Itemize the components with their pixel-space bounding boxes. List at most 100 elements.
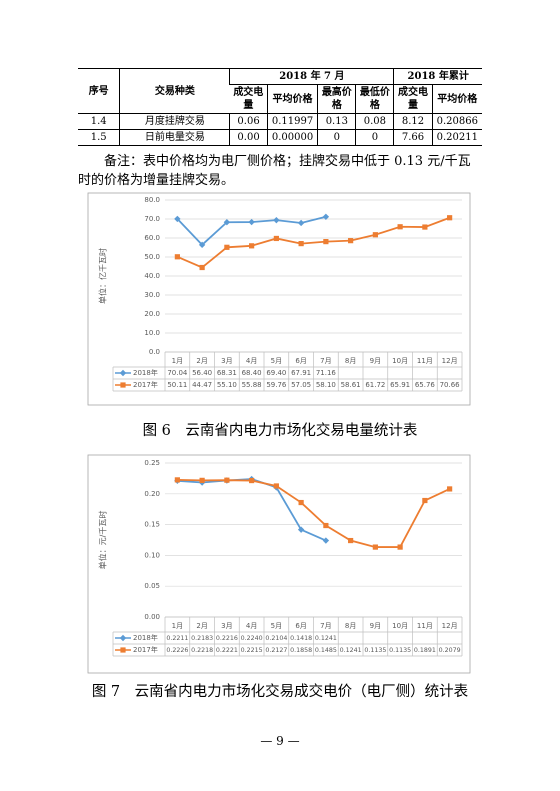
point [422, 224, 428, 230]
table-cell: 0.00000 [266, 129, 318, 146]
chart-frame [87, 192, 471, 406]
data-label: 0.1241 [315, 635, 337, 642]
y-tick-label: 0.05 [144, 582, 160, 590]
x-tick-label: 6月 [295, 622, 306, 630]
x-tick-label: 8月 [345, 622, 356, 630]
data-label: 65.76 [415, 381, 436, 389]
x-tick-label: 3月 [221, 357, 232, 365]
y-tick-label: 0.10 [144, 551, 160, 559]
series-line [177, 216, 450, 269]
x-tick-label: 9月 [370, 357, 381, 365]
point [119, 369, 127, 377]
data-label: 58.61 [341, 381, 361, 389]
table-header: 序号 [78, 68, 120, 114]
y-tick-label: 20.0 [144, 310, 160, 318]
x-tick-label: 11月 [417, 622, 433, 630]
data-label: 61.72 [365, 381, 385, 389]
y-tick-label: 30.0 [144, 291, 160, 299]
legend-label: 2017年 [133, 645, 158, 654]
data-label: 0.1241 [340, 647, 362, 654]
data-label: 58.10 [316, 381, 336, 389]
data-label: 70.04 [167, 369, 188, 377]
data-label: 65.91 [390, 381, 410, 389]
y-tick-label: 0.15 [144, 521, 160, 529]
x-tick-label: 1月 [172, 357, 183, 365]
data-label: 69.40 [266, 369, 286, 377]
x-tick-label: 12月 [442, 622, 458, 630]
x-tick-label: 7月 [320, 622, 331, 630]
table-subheader: 最低价格 [355, 84, 394, 114]
data-label: 0.2218 [191, 647, 213, 654]
table-cell: 0.20211 [431, 129, 482, 146]
point [322, 213, 330, 220]
x-tick-label: 2月 [196, 622, 207, 630]
table-subheader-row: 成交电量 平均价格 最高价格 最低价格 成交电量 平均价格 [78, 84, 482, 114]
point [120, 647, 126, 653]
note: 备注：表中价格均为电厂侧价格；挂牌交易中低于 0.13 元/千瓦时的价格为增量挂… [78, 154, 471, 188]
data-label: 70.66 [440, 381, 461, 389]
x-tick-label: 2月 [196, 357, 207, 365]
point [422, 497, 428, 504]
x-tick-label: 9月 [370, 622, 381, 630]
point [348, 238, 354, 244]
y-tick-label: 10.0 [144, 329, 160, 337]
y-axis-label: 单位：元/千瓦时 [98, 511, 108, 570]
x-tick-label: 5月 [271, 622, 282, 630]
table-cell: 0 [355, 129, 394, 146]
point [249, 243, 255, 249]
y-tick-label: 60.0 [144, 234, 160, 242]
point [248, 218, 255, 226]
y-tick-label: 0.25 [144, 459, 160, 467]
point [273, 235, 279, 242]
y-tick-label: 50.0 [144, 253, 160, 261]
point [348, 537, 354, 544]
data-label: 0.1418 [290, 635, 312, 642]
x-tick-label: 12月 [442, 357, 458, 365]
series-line [177, 478, 327, 542]
point [297, 219, 305, 227]
table-cell: 7.66 [393, 129, 433, 146]
point [323, 239, 329, 245]
data-label: 55.88 [242, 381, 262, 389]
point [249, 477, 255, 484]
point [397, 544, 403, 550]
data-label: 56.40 [192, 369, 212, 377]
point [273, 216, 280, 224]
data-label: 0.1135 [364, 647, 386, 654]
data-label: 68.40 [242, 369, 262, 377]
point [223, 219, 231, 226]
point [298, 499, 304, 506]
data-label: 68.31 [217, 369, 237, 377]
table-cell: 1.5 [78, 129, 120, 146]
data-label: 0.2215 [241, 647, 263, 654]
point [199, 264, 205, 271]
data-label: 0.1891 [414, 647, 436, 654]
legend-label: 2017年 [133, 380, 158, 389]
data-label: 44.47 [192, 381, 212, 389]
table-row: 1.5 日前电量交易 0.00 0.00000 0 0 7.66 0.20211 [78, 129, 482, 146]
data-label: 0.2183 [191, 635, 213, 642]
data-label: 55.10 [217, 381, 237, 389]
point [447, 215, 453, 221]
legend-label: 2018年 [133, 633, 158, 642]
data-label: 0.1135 [389, 647, 411, 654]
table-subheader: 平均价格 [431, 84, 482, 114]
y-tick-label: 80.0 [144, 196, 160, 204]
point [372, 232, 378, 238]
table-subheader: 成交电量 [393, 84, 433, 114]
x-tick-label: 3月 [221, 622, 232, 630]
point [397, 224, 403, 230]
point [174, 477, 180, 483]
point [224, 244, 230, 250]
x-tick-label: 6月 [295, 357, 306, 365]
point [372, 544, 378, 550]
data-label: 0.2216 [216, 635, 238, 642]
table-subheader: 最高价格 [317, 84, 356, 114]
point [322, 537, 330, 544]
y-tick-label: 0.20 [144, 490, 160, 498]
table-cell: 日前电量交易 [119, 129, 230, 146]
point [174, 215, 181, 223]
point [298, 241, 304, 247]
x-tick-label: 7月 [320, 357, 331, 365]
data-label: 71.16 [316, 369, 337, 377]
